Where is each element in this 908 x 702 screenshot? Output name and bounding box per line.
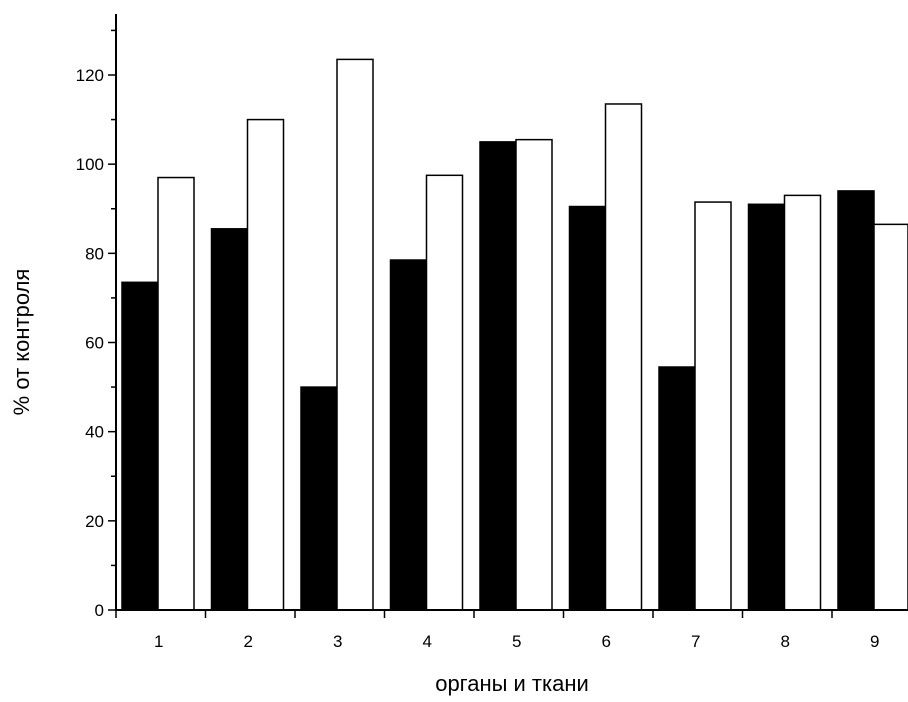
- bar-series-1-cat-9: [837, 190, 875, 611]
- bar-series-1-cat-6: [568, 205, 607, 611]
- y-tick-label: 40: [85, 423, 104, 442]
- bar-series-2-cat-5: [515, 138, 553, 611]
- x-axis-title: органы и ткани: [435, 671, 589, 696]
- bar-series-2-cat-9: [873, 223, 908, 611]
- x-tick-label: 2: [244, 632, 253, 651]
- bar-series-2-cat-6: [604, 103, 643, 611]
- x-tick-label: 1: [154, 632, 163, 651]
- y-axis-title: % от контроля: [9, 269, 34, 416]
- x-tick-label: 9: [870, 632, 879, 651]
- bar-series-1-cat-7: [658, 366, 696, 611]
- bar-series-2-cat-2: [246, 118, 285, 611]
- bar-series-1-cat-4: [389, 259, 428, 611]
- x-tick-label: 5: [512, 632, 521, 651]
- labels-layer: 0 20 40 60 80 100 120 1 2 3 4 5 6 7 8 9: [76, 66, 880, 651]
- bar-series-1-cat-1: [121, 281, 159, 611]
- y-tick-label: 20: [85, 512, 104, 531]
- bar-series-1-cat-8: [747, 203, 786, 611]
- y-tick-label: 0: [95, 601, 104, 620]
- bars-layer: [121, 58, 908, 611]
- bar-series-2-cat-4: [425, 174, 464, 611]
- bar-series-1-cat-5: [479, 141, 517, 611]
- x-tick-label: 7: [691, 632, 700, 651]
- bar-series-2-cat-8: [783, 194, 822, 611]
- y-tick-label: 80: [85, 244, 104, 263]
- y-tick-label: 120: [76, 66, 104, 85]
- x-tick-label: 3: [333, 632, 342, 651]
- x-tick-label: 8: [781, 632, 790, 651]
- y-tick-label: 60: [85, 334, 104, 353]
- bar-series-2-cat-3: [336, 58, 374, 611]
- bar-series-2-cat-7: [694, 201, 732, 611]
- y-tick-label: 100: [76, 155, 104, 174]
- axes-layer: [108, 14, 908, 618]
- bar-series-1-cat-2: [210, 228, 249, 611]
- bar-series-1-cat-3: [300, 386, 338, 611]
- bar-series-2-cat-1: [157, 176, 195, 611]
- x-tick-label: 4: [423, 632, 432, 651]
- x-tick-label: 6: [602, 632, 611, 651]
